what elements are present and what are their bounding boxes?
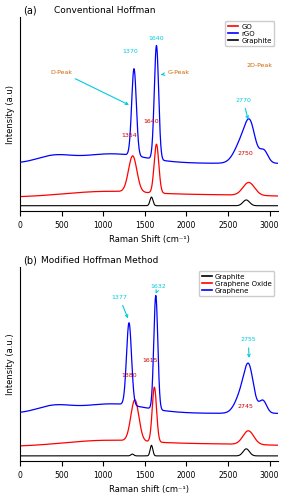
X-axis label: Raman Shift (cm⁻¹): Raman Shift (cm⁻¹)	[109, 236, 189, 244]
Text: G-Peak: G-Peak	[162, 70, 189, 75]
Text: (b): (b)	[23, 256, 37, 266]
Text: 1640: 1640	[143, 119, 159, 124]
Text: 1354: 1354	[121, 133, 137, 138]
X-axis label: Raman shift (cm⁻¹): Raman shift (cm⁻¹)	[109, 486, 189, 494]
Text: 1380: 1380	[122, 372, 137, 378]
Legend: GO, rGO, Graphite: GO, rGO, Graphite	[225, 21, 274, 46]
Text: 1370: 1370	[122, 48, 138, 54]
Text: 2770: 2770	[235, 98, 251, 118]
Text: 2D-Peak: 2D-Peak	[246, 62, 272, 68]
Text: 1640: 1640	[148, 36, 164, 41]
Text: 1377: 1377	[112, 295, 128, 318]
Text: Conventional Hoffman: Conventional Hoffman	[53, 6, 155, 16]
Legend: Graphite, Graphene Oxide, Graphene: Graphite, Graphene Oxide, Graphene	[199, 271, 274, 296]
Text: 2750: 2750	[238, 151, 254, 156]
Text: 1615: 1615	[143, 358, 158, 364]
Y-axis label: Intensity (a.u.): Intensity (a.u.)	[5, 334, 15, 395]
Text: 2755: 2755	[241, 338, 256, 356]
Text: 1632: 1632	[151, 284, 166, 292]
Text: (a): (a)	[23, 6, 36, 16]
Text: Modified Hoffman Method: Modified Hoffman Method	[41, 256, 158, 266]
Y-axis label: Intensity (a.u): Intensity (a.u)	[5, 84, 15, 144]
Text: 2745: 2745	[238, 404, 254, 409]
Text: D-Peak: D-Peak	[51, 70, 128, 104]
